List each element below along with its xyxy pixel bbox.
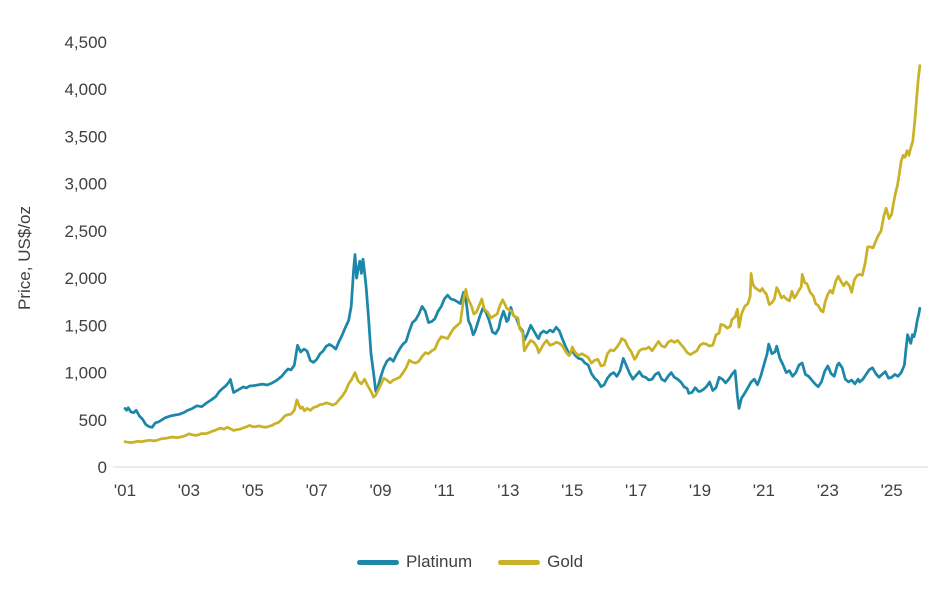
legend-label-gold: Gold [547,552,584,571]
x-tick-label: '01 [114,481,136,500]
x-tick-label: '19 [689,481,711,500]
x-tick-label: '03 [178,481,200,500]
x-tick-label: '17 [625,481,647,500]
y-tick-label: 3,500 [64,127,107,146]
x-tick-label: '15 [561,481,583,500]
x-tick-label: '11 [434,481,455,500]
y-tick-label: 500 [79,411,107,430]
x-tick-label: '05 [242,481,264,500]
y-axis-title: Price, US$/oz [15,206,34,310]
y-tick-label: 0 [98,458,107,477]
x-tick-label: '09 [369,481,391,500]
x-tick-label: '23 [817,481,839,500]
x-tick-label: '13 [497,481,519,500]
series-line-platinum [123,253,922,429]
x-tick-label: '07 [306,481,328,500]
platinum-line-swatch [356,559,399,565]
y-tick-label: 3,000 [64,175,107,194]
legend-item-platinum: Platinum [356,552,473,572]
y-tick-label: 4,500 [64,33,107,52]
gold-line-swatch [498,559,541,565]
y-tick-label: 1,000 [64,364,107,383]
x-tick-label: '21 [753,481,775,500]
legend-label-platinum: Platinum [405,552,473,571]
y-tick-label: 2,500 [64,222,107,241]
y-tick-label: 4,000 [64,80,107,99]
legend: Platinum Gold [0,552,940,572]
x-tick-label: '25 [881,481,903,500]
legend-item-gold: Gold [498,552,583,572]
series-line-gold [123,64,922,444]
y-tick-label: 2,000 [64,269,107,288]
y-tick-label: 1,500 [64,316,107,335]
